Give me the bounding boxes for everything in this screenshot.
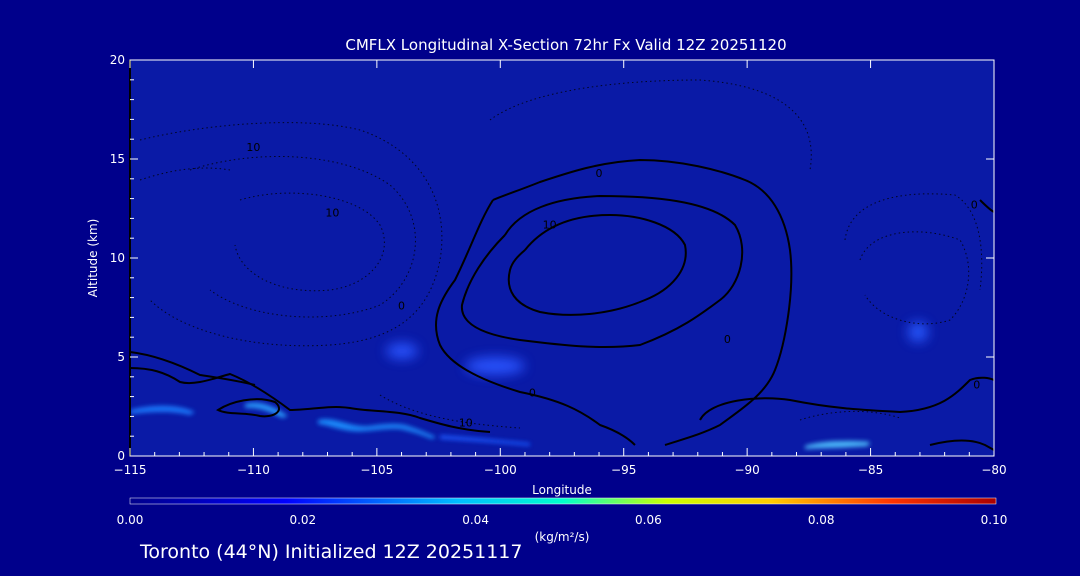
- x-tick-label: −95: [611, 463, 636, 477]
- footer-caption: Toronto (44°N) Initialized 12Z 20251117: [140, 541, 523, 563]
- plot-area: 10 10 0 0 10 0 10 0 0 0: [130, 60, 994, 456]
- dotted-contours: [139, 79, 983, 429]
- y-tick-label: 15: [110, 152, 125, 166]
- chart-title: CMFLX Longitudinal X-Section 72hr Fx Val…: [345, 36, 786, 54]
- y-tick-label: 5: [117, 350, 125, 364]
- y-tick-label: 0: [117, 449, 125, 463]
- contour-label: 0: [529, 387, 536, 400]
- shaded-flux-layer: [130, 322, 928, 449]
- contour-lower-east: [699, 376, 994, 421]
- flux-band-west: [130, 405, 195, 415]
- contour-lower-west: [130, 351, 256, 386]
- x-tick-label: −90: [734, 463, 759, 477]
- colorbar-tick-label: 0.04: [462, 513, 489, 527]
- x-axis-label: Longitude: [532, 483, 592, 497]
- contour-label: 10: [325, 206, 339, 219]
- y-tick-label: 20: [110, 53, 125, 67]
- solid-contours: [130, 158, 994, 451]
- contour-label: 10: [543, 218, 557, 231]
- x-tick-label: −110: [237, 463, 270, 477]
- contour-right-edge: [979, 199, 994, 213]
- contour-label: 10: [246, 141, 260, 154]
- flux-band-central: [318, 419, 436, 439]
- contour-label: 0: [596, 167, 603, 180]
- flux-band-east-surface: [805, 441, 870, 449]
- contour-inner-a: [460, 194, 744, 349]
- contour-lobe-west: [216, 398, 280, 418]
- colorbar-ticks: 0.00 0.02 0.04 0.06 0.08 0.10: [117, 513, 1008, 527]
- colorbar-gradient: [129, 497, 997, 505]
- x-tick-label: −80: [981, 463, 1006, 477]
- flux-blob-mid-east: [908, 322, 928, 342]
- flux-blob-mid-central: [465, 357, 525, 375]
- x-tick-label: −115: [114, 463, 147, 477]
- y-axis-label: Altitude (km): [86, 219, 100, 298]
- contour-labels: 10 10 0 0 10 0 10 0 0 0: [246, 141, 980, 429]
- flux-band-east-low: [440, 435, 530, 446]
- x-axis: −115 −110 −105 −100 −95 −90 −85 −80: [114, 60, 1007, 477]
- contour-label: 0: [973, 379, 980, 392]
- contour-surface-east: [929, 439, 994, 451]
- contour-surface-west: [130, 367, 491, 433]
- colorbar-tick-label: 0.02: [289, 513, 316, 527]
- colorbar: 0.00 0.02 0.04 0.06 0.08 0.10 (kg/m²/s): [117, 497, 1008, 544]
- y-axis: 0 5 10 15 20: [110, 53, 994, 463]
- y-tick-label: 10: [110, 251, 125, 265]
- flux-blob-mid-west: [386, 343, 418, 359]
- x-tick-label: −100: [484, 463, 517, 477]
- colorbar-tick-label: 0.10: [981, 513, 1008, 527]
- colorbar-tick-label: 0.08: [808, 513, 835, 527]
- contour-label: 0: [724, 333, 731, 346]
- x-tick-label: −85: [858, 463, 883, 477]
- contour-label: 0: [971, 199, 978, 212]
- colorbar-unit-label: (kg/m²/s): [535, 530, 590, 544]
- contour-label: 0: [398, 300, 405, 313]
- contour-label: 10: [459, 416, 473, 429]
- colorbar-tick-label: 0.06: [635, 513, 662, 527]
- x-tick-label: −105: [360, 463, 393, 477]
- colorbar-tick-label: 0.00: [117, 513, 144, 527]
- contour-inner-b: [507, 213, 687, 316]
- flux-band-peak: [245, 402, 288, 418]
- contour-0-outer: [435, 158, 793, 446]
